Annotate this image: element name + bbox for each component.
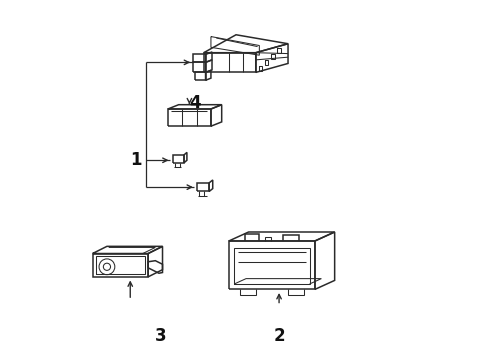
Text: 3: 3 xyxy=(155,327,167,345)
Text: 1: 1 xyxy=(130,151,142,169)
Text: 2: 2 xyxy=(273,327,285,345)
Text: 4: 4 xyxy=(189,94,200,112)
